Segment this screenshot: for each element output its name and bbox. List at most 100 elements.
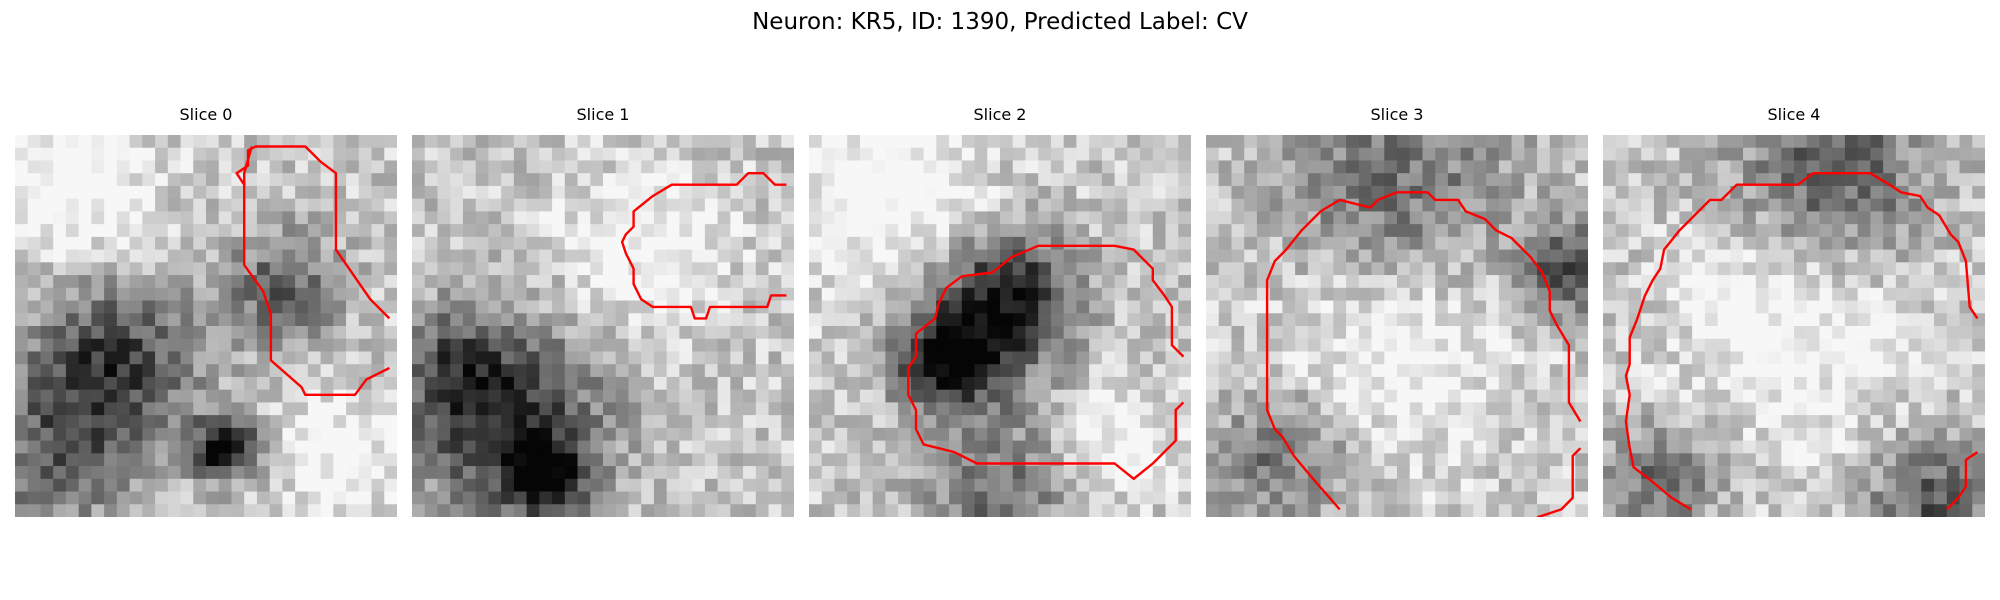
pixel: [295, 313, 309, 327]
pixel: [1972, 389, 1985, 403]
slice-title-2: Slice 2: [973, 105, 1027, 124]
pixel: [781, 313, 794, 327]
pixel: [1628, 504, 1642, 517]
pixel: [1870, 198, 1884, 212]
pixel: [346, 338, 360, 352]
pixel: [1486, 440, 1500, 454]
pixel: [539, 402, 553, 416]
pixel: [1050, 389, 1065, 403]
pixel: [1050, 287, 1065, 301]
pixel: [1768, 376, 1782, 391]
pixel: [1806, 287, 1820, 301]
pixel: [1498, 389, 1512, 403]
pixel: [936, 427, 950, 441]
pixel: [475, 351, 489, 365]
pixel: [1768, 427, 1782, 441]
pixel: [1050, 478, 1065, 492]
pixel: [40, 504, 54, 517]
pixel: [1422, 478, 1436, 492]
pixel: [1781, 376, 1795, 391]
pixel: [167, 147, 181, 161]
pixel: [539, 173, 553, 187]
pixel: [501, 466, 515, 480]
pixel: [615, 427, 629, 441]
pixel: [384, 224, 397, 238]
pixel: [333, 313, 347, 327]
pixel: [282, 224, 296, 238]
pixel: [1000, 185, 1014, 200]
pixel: [1012, 262, 1026, 276]
pixel: [320, 236, 334, 250]
pixel: [1946, 364, 1960, 378]
pixel: [1575, 338, 1588, 352]
pixel: [65, 249, 80, 263]
pixel: [1883, 389, 1897, 403]
pixel: [1231, 415, 1245, 429]
pixel: [27, 173, 41, 187]
pixel: [1384, 466, 1398, 480]
pixel: [346, 478, 360, 492]
pixel: [167, 440, 181, 454]
pixel: [692, 275, 706, 289]
pixel: [641, 427, 655, 441]
pixel: [1244, 351, 1258, 365]
pixel: [244, 185, 258, 200]
pixel: [1562, 402, 1576, 416]
pixel: [666, 478, 680, 492]
pixel: [1959, 402, 1973, 416]
pixel: [1422, 262, 1436, 276]
pixel: [1921, 326, 1935, 340]
pixel: [1768, 364, 1782, 378]
pixel: [1549, 351, 1563, 365]
pixel: [142, 287, 156, 301]
pixel: [1152, 185, 1166, 200]
pixel: [1101, 351, 1115, 365]
pixel: [1946, 147, 1960, 161]
pixel: [155, 224, 169, 238]
pixel: [53, 249, 67, 263]
pixel: [704, 275, 718, 289]
pixel: [717, 236, 731, 250]
pixel: [564, 440, 578, 454]
pixel: [180, 236, 194, 250]
pixel: [371, 173, 385, 187]
pixel: [666, 135, 680, 149]
pixel: [859, 402, 874, 416]
pixel: [488, 211, 502, 225]
pixel: [1435, 415, 1449, 429]
pixel: [1447, 275, 1462, 289]
pixel: [743, 427, 757, 441]
pixel: [1511, 173, 1525, 187]
pixel: [1794, 262, 1808, 276]
pixel: [1244, 478, 1258, 492]
pixel: [704, 236, 718, 250]
pixel: [1883, 351, 1897, 365]
pixel: [437, 478, 451, 492]
pixel: [1511, 478, 1525, 492]
pixel: [384, 453, 397, 467]
pixel: [346, 440, 360, 454]
pixel: [295, 427, 309, 441]
pixel: [1282, 491, 1296, 505]
pixel: [244, 351, 258, 365]
pixel: [384, 466, 397, 480]
pixel: [704, 147, 718, 161]
pixel: [1063, 466, 1077, 480]
pixel: [755, 466, 769, 480]
pixel: [1320, 262, 1334, 276]
pixel: [346, 249, 360, 263]
pixel: [987, 236, 1001, 250]
pixel: [1844, 504, 1859, 517]
pixel: [885, 135, 899, 149]
pixel: [129, 427, 143, 441]
pixel: [1666, 287, 1680, 301]
pixel: [1524, 440, 1538, 454]
pixel: [193, 415, 207, 429]
pixel: [1781, 389, 1795, 403]
pixel: [450, 198, 464, 212]
pixel: [1140, 453, 1154, 467]
pixel: [231, 440, 245, 454]
pixel: [269, 427, 283, 441]
pixel: [923, 453, 937, 467]
pixel: [1435, 300, 1449, 314]
